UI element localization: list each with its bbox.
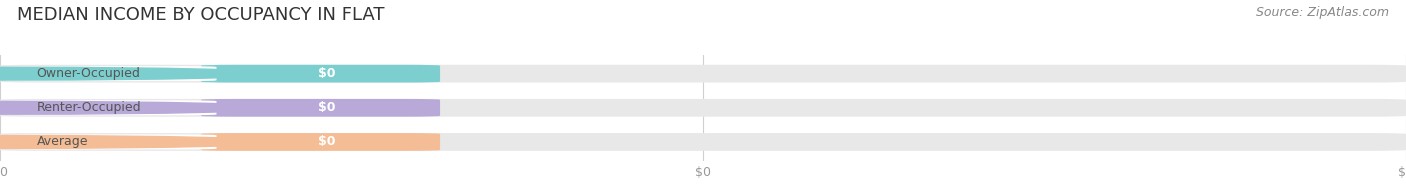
Text: MEDIAN INCOME BY OCCUPANCY IN FLAT: MEDIAN INCOME BY OCCUPANCY IN FLAT — [17, 6, 384, 24]
FancyBboxPatch shape — [0, 133, 1406, 151]
FancyBboxPatch shape — [0, 65, 1406, 83]
Circle shape — [0, 101, 281, 114]
Text: Average: Average — [37, 135, 89, 148]
FancyBboxPatch shape — [201, 133, 440, 151]
Text: Renter-Occupied: Renter-Occupied — [37, 101, 141, 114]
FancyBboxPatch shape — [0, 99, 1406, 117]
FancyBboxPatch shape — [6, 66, 217, 81]
Circle shape — [0, 67, 281, 80]
Text: $0: $0 — [318, 101, 336, 114]
FancyBboxPatch shape — [201, 65, 440, 83]
Text: $0: $0 — [318, 135, 336, 148]
Circle shape — [0, 136, 281, 148]
FancyBboxPatch shape — [201, 99, 440, 117]
FancyBboxPatch shape — [6, 100, 217, 115]
Text: Source: ZipAtlas.com: Source: ZipAtlas.com — [1256, 6, 1389, 19]
FancyBboxPatch shape — [6, 134, 217, 150]
Text: Owner-Occupied: Owner-Occupied — [37, 67, 141, 80]
Text: $0: $0 — [318, 67, 336, 80]
